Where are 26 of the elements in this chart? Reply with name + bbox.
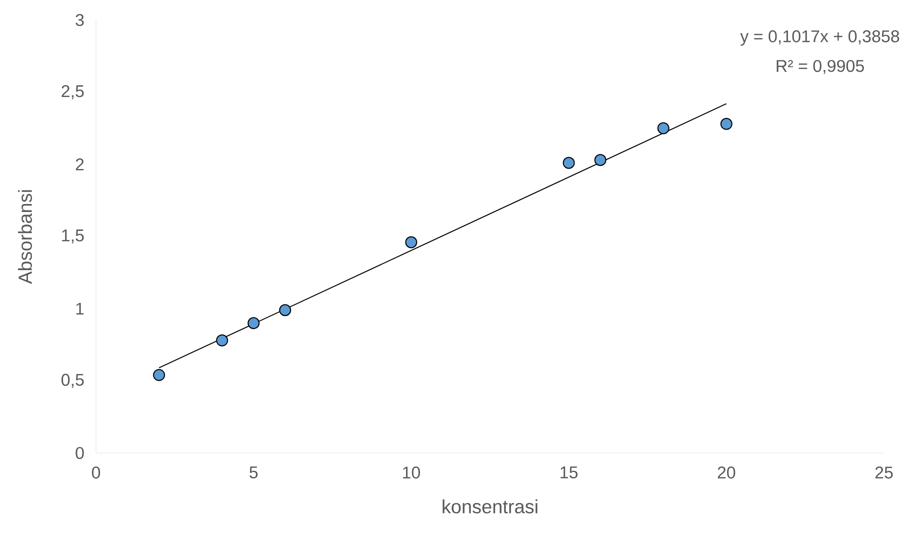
x-tick-label: 10: [403, 466, 420, 479]
y-tick-label: 1: [76, 302, 84, 315]
y-tick-label: 0: [76, 446, 84, 460]
x-tick-label: 15: [560, 466, 578, 478]
annotation: R² = 0,9905: [776, 60, 864, 74]
y-tick-label: 2,5: [62, 85, 84, 100]
point: [153, 369, 166, 382]
y-axis-title: Absorbansi: [18, 190, 32, 284]
point: [594, 154, 606, 166]
x-tick-label: 20: [718, 466, 736, 479]
x-tick-label: 5: [250, 466, 258, 478]
point: [720, 118, 732, 130]
x-axis-title: konsentrasi: [442, 499, 538, 514]
annotation: y = 0,1017x + 0,3858: [740, 30, 900, 46]
point: [248, 317, 260, 330]
x-tick-label: 0: [92, 466, 100, 479]
point: [562, 156, 575, 169]
point: [405, 236, 418, 248]
x-tick-label: 25: [875, 466, 893, 479]
y-tick-label: 0,5: [61, 374, 84, 388]
y-tick-label: 3: [76, 14, 84, 26]
point: [216, 334, 228, 346]
y-tick-label: 2: [76, 158, 84, 170]
point: [657, 122, 670, 134]
point: [279, 304, 292, 316]
y-tick-label: 1,5: [62, 230, 84, 244]
